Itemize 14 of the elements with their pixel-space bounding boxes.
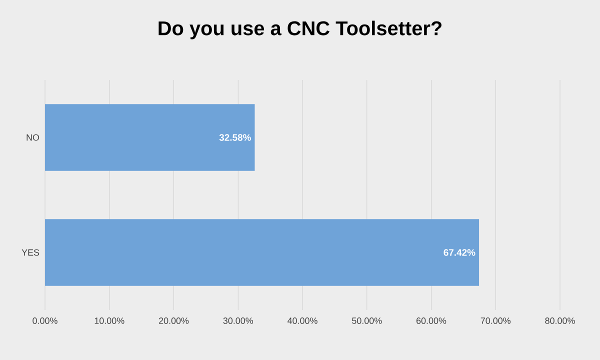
x-tick-label: 10.00%	[94, 318, 124, 324]
x-tick-label: 20.00%	[159, 318, 189, 324]
x-tick-label: 80.00%	[545, 318, 575, 324]
chart-title: Do you use a CNC Toolsetter?	[158, 20, 442, 40]
x-tick-label: 0.00%	[32, 318, 58, 324]
x-tick-label: 50.00%	[352, 318, 382, 324]
x-tick-label: 60.00%	[416, 318, 446, 324]
x-tick-label: 40.00%	[288, 318, 318, 324]
y-tick-label: YES	[22, 249, 40, 256]
data-label: 67.42%	[444, 249, 476, 256]
x-tick-label: 30.00%	[223, 318, 254, 324]
x-tick-label: 70.00%	[480, 318, 511, 324]
y-tick-label: NO	[26, 134, 40, 141]
data-label: 32.58%	[219, 134, 251, 141]
